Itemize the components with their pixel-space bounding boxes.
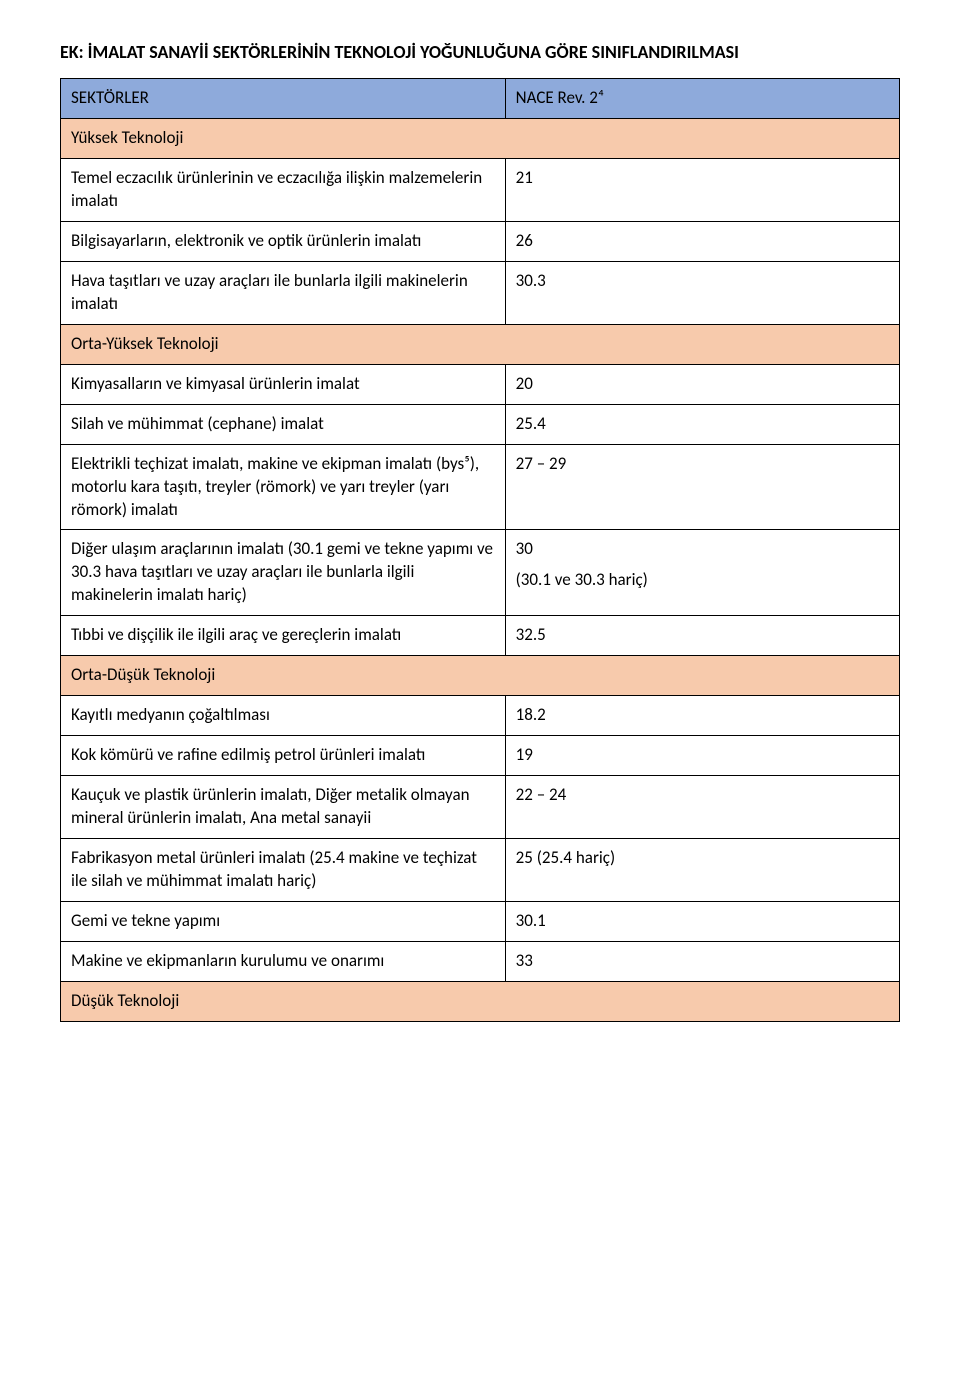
desc-cell: Tıbbi ve dişçilik ile ilgili araç ve ger… [61,616,506,656]
code-cell: 27 – 29 [505,444,899,530]
code-cell: 30.3 [505,261,899,324]
table-row: Temel eczacılık ürünlerinin ve eczacılığ… [61,159,900,222]
table-row: Kimyasalların ve kimyasal ürünlerin imal… [61,364,900,404]
desc-cell: Diğer ulaşım araçlarının imalatı (30.1 g… [61,530,506,616]
code-line-2: (30.1 ve 30.3 hariç) [516,569,889,592]
group-label: Düşük Teknoloji [61,981,900,1021]
code-cell: 30 (30.1 ve 30.3 hariç) [505,530,899,616]
table-row: Gemi ve tekne yapımı 30.1 [61,901,900,941]
code-cell: 20 [505,364,899,404]
desc-cell: Hava taşıtları ve uzay araçları ile bunl… [61,261,506,324]
classification-table: SEKTÖRLER NACE Rev. 2⁴ Yüksek Teknoloji … [60,78,900,1021]
table-header-row: SEKTÖRLER NACE Rev. 2⁴ [61,79,900,119]
code-cell: 18.2 [505,696,899,736]
document-title: EK: İMALAT SANAYİİ SEKTÖRLERİNİN TEKNOLO… [60,40,900,64]
group-label: Yüksek Teknoloji [61,119,900,159]
group-label: Orta-Yüksek Teknoloji [61,324,900,364]
code-cell: 30.1 [505,901,899,941]
desc-cell: Kimyasalların ve kimyasal ürünlerin imal… [61,364,506,404]
code-cell: 26 [505,222,899,262]
desc-cell: Temel eczacılık ürünlerinin ve eczacılığ… [61,159,506,222]
code-line-1: 30 [516,538,889,561]
table-row: Bilgisayarların, elektronik ve optik ürü… [61,222,900,262]
header-sectors: SEKTÖRLER [61,79,506,119]
desc-cell: Kauçuk ve plastik ürünlerin imalatı, Diğ… [61,776,506,839]
table-row: Hava taşıtları ve uzay araçları ile bunl… [61,261,900,324]
table-row: Kok kömürü ve rafine edilmiş petrol ürün… [61,736,900,776]
group-row-low-tech: Düşük Teknoloji [61,981,900,1021]
code-cell: 33 [505,941,899,981]
desc-cell: Kayıtlı medyanın çoğaltılması [61,696,506,736]
table-row: Kayıtlı medyanın çoğaltılması 18.2 [61,696,900,736]
desc-cell: Makine ve ekipmanların kurulumu ve onarı… [61,941,506,981]
group-row-high-tech: Yüksek Teknoloji [61,119,900,159]
table-row: Silah ve mühimmat (cephane) imalat 25.4 [61,404,900,444]
desc-cell: Fabrikasyon metal ürünleri imalatı (25.4… [61,838,506,901]
group-row-med-low-tech: Orta-Düşük Teknoloji [61,656,900,696]
table-row: Tıbbi ve dişçilik ile ilgili araç ve ger… [61,616,900,656]
table-row: Kauçuk ve plastik ürünlerin imalatı, Diğ… [61,776,900,839]
desc-cell: Bilgisayarların, elektronik ve optik ürü… [61,222,506,262]
code-cell: 25 (25.4 hariç) [505,838,899,901]
desc-cell: Silah ve mühimmat (cephane) imalat [61,404,506,444]
group-row-med-high-tech: Orta-Yüksek Teknoloji [61,324,900,364]
code-cell: 19 [505,736,899,776]
code-cell: 32.5 [505,616,899,656]
desc-cell: Kok kömürü ve rafine edilmiş petrol ürün… [61,736,506,776]
table-row: Makine ve ekipmanların kurulumu ve onarı… [61,941,900,981]
group-label: Orta-Düşük Teknoloji [61,656,900,696]
desc-cell: Gemi ve tekne yapımı [61,901,506,941]
table-row: Fabrikasyon metal ürünleri imalatı (25.4… [61,838,900,901]
code-cell: 22 – 24 [505,776,899,839]
code-cell: 21 [505,159,899,222]
code-cell: 25.4 [505,404,899,444]
header-nace: NACE Rev. 2⁴ [505,79,899,119]
table-row: Diğer ulaşım araçlarının imalatı (30.1 g… [61,530,900,616]
table-row: Elektrikli teçhizat imalatı, makine ve e… [61,444,900,530]
desc-cell: Elektrikli teçhizat imalatı, makine ve e… [61,444,506,530]
